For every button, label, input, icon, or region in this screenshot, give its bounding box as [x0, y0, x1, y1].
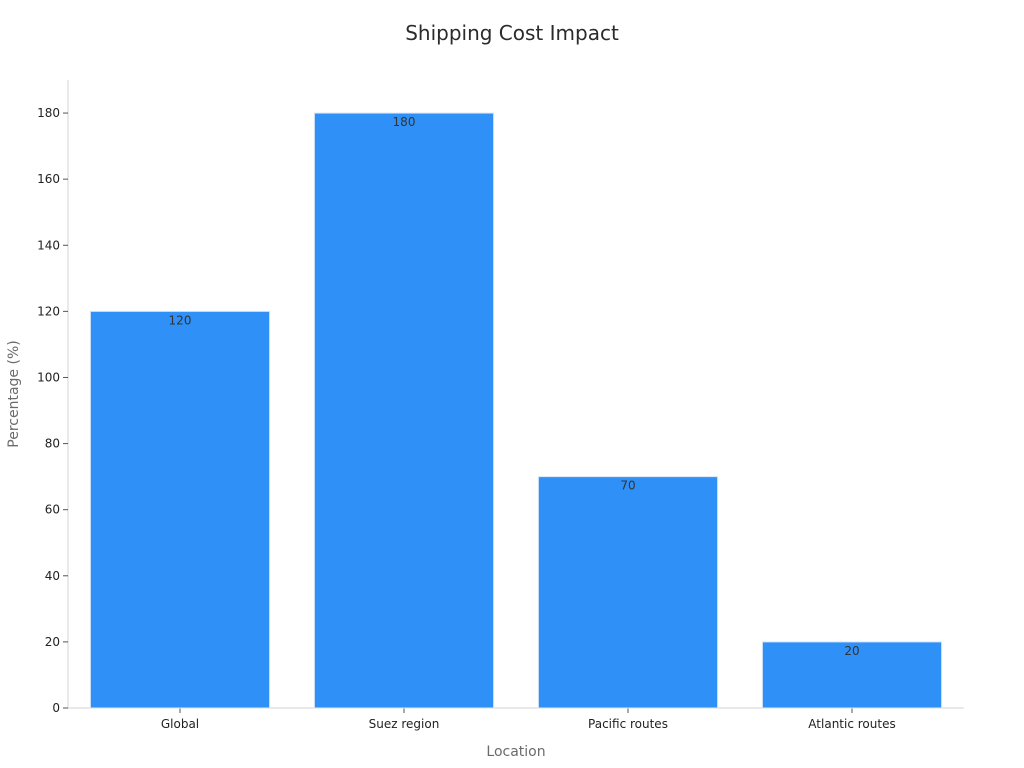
x-tick-label: Global	[161, 717, 199, 731]
data-label: 20	[844, 644, 859, 658]
data-label: 120	[169, 313, 192, 327]
data-labels-group: 120 180 70 20	[169, 115, 860, 658]
x-tick-label: Pacific routes	[588, 717, 668, 731]
data-label: 70	[620, 479, 635, 493]
y-tick-label: 120	[37, 304, 60, 318]
bar-global	[89, 310, 271, 709]
y-tick-label: 0	[52, 701, 60, 715]
data-label: 180	[393, 115, 416, 129]
y-tick-label: 160	[37, 172, 60, 186]
bar-atlantic-routes	[761, 641, 943, 709]
bar-pacific-routes	[537, 476, 719, 709]
x-tick-label: Atlantic routes	[808, 717, 895, 731]
axes: 0 20 40 60 80 100 120 140 160 180 Global Suez regio…	[37, 80, 964, 731]
y-tick-label: 80	[45, 437, 60, 451]
y-axis-label: Percentage (%)	[6, 340, 22, 447]
x-tick-label: Suez region	[369, 717, 440, 731]
y-tick-label: 20	[45, 635, 60, 649]
y-tick-label: 60	[45, 503, 60, 517]
bar-suez-region	[313, 112, 495, 709]
y-tick-label: 100	[37, 370, 60, 384]
y-tick-label: 180	[37, 106, 60, 120]
y-tick-label: 40	[45, 569, 60, 583]
y-tick-label: 140	[37, 238, 60, 252]
x-axis-label: Location	[486, 744, 545, 760]
bars-group	[89, 112, 943, 709]
chart-title: Shipping Cost Impact	[405, 21, 619, 45]
